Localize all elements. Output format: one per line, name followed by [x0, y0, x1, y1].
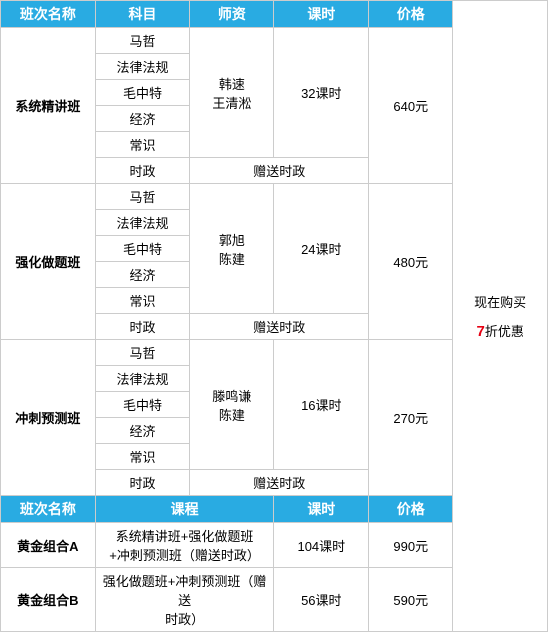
course-line: 强化做题班+冲刺预测班（赠送: [100, 571, 270, 609]
teacher-line: 韩速: [194, 74, 269, 93]
promo-cell: 现在购买 7折优惠: [453, 1, 548, 632]
subject-cell: 经济: [95, 262, 190, 288]
teacher-cell: 滕鸣谦 陈建: [190, 340, 274, 470]
subject-cell: 经济: [95, 418, 190, 444]
subject-cell: 时政: [95, 158, 190, 184]
combo-course-cell: 系统精讲班+强化做题班 +冲刺预测班（赠送时政）: [95, 523, 274, 568]
promo-line-2: 7折优惠: [457, 321, 543, 340]
pricing-table: 班次名称 科目 师资 课时 价格 现在购买 7折优惠 系统精讲班 马哲 韩速 王…: [0, 0, 548, 632]
combo-hours-cell: 56课时: [274, 568, 369, 632]
combo-price-cell: 590元: [369, 568, 453, 632]
gift-cell: 赠送时政: [190, 314, 369, 340]
subject-cell: 马哲: [95, 184, 190, 210]
gift-cell: 赠送时政: [190, 470, 369, 496]
subject-cell: 常识: [95, 444, 190, 470]
subject-cell: 马哲: [95, 340, 190, 366]
gift-cell: 赠送时政: [190, 158, 369, 184]
subject-cell: 法律法规: [95, 366, 190, 392]
hours-cell: 32课时: [274, 28, 369, 158]
header-teacher: 师资: [190, 1, 274, 28]
hours-cell: 16课时: [274, 340, 369, 470]
header2-price: 价格: [369, 496, 453, 523]
subject-cell: 毛中特: [95, 236, 190, 262]
hours-cell: 24课时: [274, 184, 369, 314]
combo-name-cell: 黄金组合A: [1, 523, 96, 568]
header-row-1: 班次名称 科目 师资 课时 价格 现在购买 7折优惠: [1, 1, 548, 28]
subject-cell: 法律法规: [95, 54, 190, 80]
teacher-line: 王清淞: [194, 93, 269, 112]
subject-cell: 经济: [95, 106, 190, 132]
teacher-cell: 郭旭 陈建: [190, 184, 274, 314]
teacher-line: 郭旭: [194, 230, 269, 249]
teacher-line: 陈建: [194, 249, 269, 268]
course-line: 系统精讲班+强化做题班: [100, 526, 270, 545]
promo-discount-num: 7: [476, 323, 484, 340]
subject-cell: 毛中特: [95, 392, 190, 418]
subject-cell: 法律法规: [95, 210, 190, 236]
pricing-table-container: 班次名称 科目 师资 课时 价格 现在购买 7折优惠 系统精讲班 马哲 韩速 王…: [0, 0, 548, 632]
combo-course-cell: 强化做题班+冲刺预测班（赠送 时政）: [95, 568, 274, 632]
class-name-cell: 系统精讲班: [1, 28, 96, 184]
subject-cell: 时政: [95, 470, 190, 496]
subject-cell: 常识: [95, 288, 190, 314]
subject-cell: 时政: [95, 314, 190, 340]
teacher-line: 陈建: [194, 405, 269, 424]
course-line: +冲刺预测班（赠送时政）: [100, 545, 270, 564]
class-name-cell: 强化做题班: [1, 184, 96, 340]
teacher-cell: 韩速 王清淞: [190, 28, 274, 158]
price-cell: 480元: [369, 184, 453, 340]
course-line: 时政）: [100, 609, 270, 628]
combo-price-cell: 990元: [369, 523, 453, 568]
promo-line-1: 现在购买: [457, 292, 543, 311]
subject-cell: 马哲: [95, 28, 190, 54]
combo-name-cell: 黄金组合B: [1, 568, 96, 632]
header-price: 价格: [369, 1, 453, 28]
header2-class-name: 班次名称: [1, 496, 96, 523]
subject-cell: 毛中特: [95, 80, 190, 106]
header2-course: 课程: [95, 496, 274, 523]
price-cell: 640元: [369, 28, 453, 184]
subject-cell: 常识: [95, 132, 190, 158]
promo-discount-suffix: 折优惠: [485, 324, 524, 339]
header-class-name: 班次名称: [1, 1, 96, 28]
teacher-line: 滕鸣谦: [194, 386, 269, 405]
combo-hours-cell: 104课时: [274, 523, 369, 568]
price-cell: 270元: [369, 340, 453, 496]
header2-hours: 课时: [274, 496, 369, 523]
header-subject: 科目: [95, 1, 190, 28]
class-name-cell: 冲刺预测班: [1, 340, 96, 496]
header-hours: 课时: [274, 1, 369, 28]
